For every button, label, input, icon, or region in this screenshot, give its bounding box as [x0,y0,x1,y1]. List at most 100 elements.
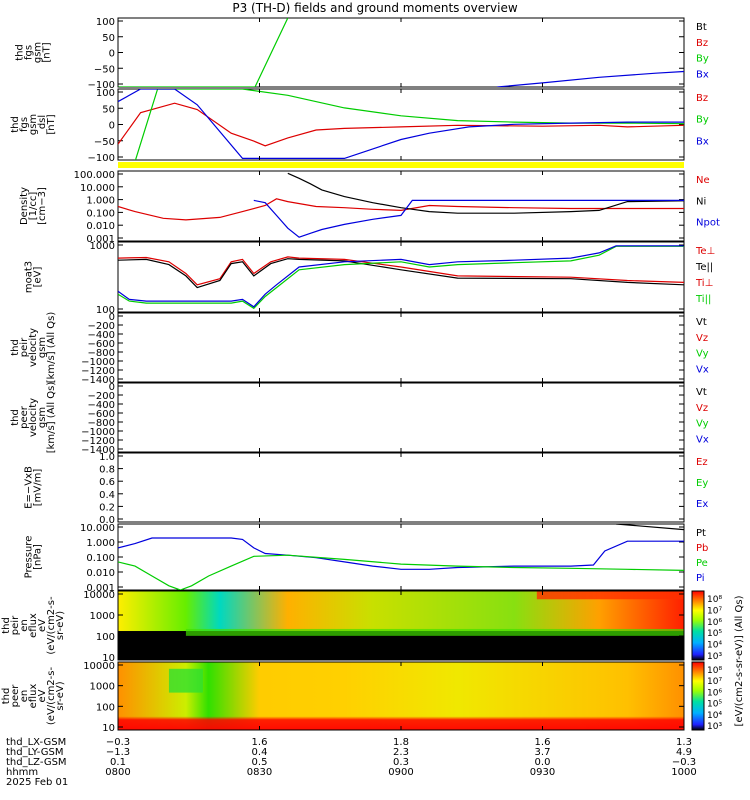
y-tick-label: 50 [102,104,115,115]
x-row-label: hhmm [6,767,38,778]
x-tick-value: −0.3 [672,757,696,768]
y-tick-label: 10 [102,723,115,734]
y-tick-label: −100 [88,153,115,164]
panel-7: 1.0 0.80.6 0.40.2 0.0 E=−VxB[mV/m] Ez Ey Ex [24,452,709,526]
panel-6: 0−200−400−600−800−1000−1200−1400 thdpeerv… [10,382,709,456]
y-tick-label: 100.000 [74,170,115,181]
spectrogram-electron [118,662,684,730]
legend-Npot: Npot [696,218,720,229]
colorbar-tick: 10⁵ [707,700,722,710]
spectrogram-ion [118,591,685,660]
series-Te⊥ [118,256,684,286]
legend-Ti||: Ti|| [695,294,711,305]
colorbar-tick: 10³ [707,722,722,732]
legend-Ni: Ni [696,196,706,207]
series-Ni [287,172,684,214]
panel-10: 10000 1000 100 10 thdpeerenefluxeV(eV/(cm2-s… [1,661,685,734]
y-axis-label: Pressure[nPa] [24,536,44,579]
series-Pi [118,537,684,570]
y-tick-label: −1200 [81,366,115,377]
y-tick-label: 1000 [90,682,115,693]
x-tick-value: 1.8 [393,737,409,748]
panel-frame [117,312,685,383]
legend-Ex: Ex [696,499,708,510]
y-tick-label: 0.2 [99,502,115,513]
legend-Vy: Vy [696,419,709,430]
y-tick-label: 0.010 [86,568,115,579]
y-axis-label: thdfgsgsm_dsl[nT] [10,114,57,135]
panel-frame [117,17,685,88]
panel-5: 0−200−400−600−800−1000−1200−1400 thdpeirv… [10,312,709,386]
series-Bx [497,70,684,87]
y-tick-label: 10000 [83,661,115,672]
y-axis-label: thdpeervelocitygsm[km/s] (All Qs) [10,382,57,454]
x-tick-value: 1.6 [252,737,268,748]
legend-Bx: Bx [696,136,709,147]
panel-8: 10.000 1.000 0.100 0.010 0.001 Pressure[nPa] P… [24,523,709,594]
legend-Vx: Vx [696,434,709,445]
y-tick-label: 10.000 [80,523,115,534]
y-tick-label: 0.010 [86,221,115,232]
x-tick-value: 2.3 [393,747,409,758]
panel-frame [117,452,685,523]
y-tick-label: 0.0 [99,515,115,526]
series-Bz [118,102,684,147]
y-tick-label: 100 [96,88,115,99]
x-tick-value: 0.5 [252,757,268,768]
legend-Ez: Ez [696,457,708,468]
colorbar-tick: 10⁵ [707,629,722,639]
y-tick-label: −400 [88,400,115,411]
legend-Ti⊥: Ti⊥ [695,278,713,289]
colorbar-tick: 10³ [707,652,722,662]
y-tick-label: 100 [96,702,115,713]
panel-3: 100.000 10.000 1.0000.100 0.010 0.001 Density… [19,170,720,245]
y-tick-label: 0 [109,49,115,60]
x-tick-value: 0.3 [393,757,409,768]
y-axis-label: E=−VxB[mV/m] [24,466,44,509]
series-Te|| [118,258,684,289]
y-tick-label: −50 [94,137,115,148]
y-tick-label: −800 [88,418,115,429]
y-tick-label: −400 [88,330,115,341]
legend-Te||: Te|| [695,262,713,273]
y-tick-label: −600 [88,339,115,350]
y-tick-label: 0 [109,382,115,393]
colorbar-label: [eV/(cm2-s-sr-eV)] (All Qs) [734,595,745,726]
panel-frame [117,382,685,453]
legend-Te⊥: Te⊥ [695,246,715,257]
x-tick-value: 0900 [388,767,413,778]
legend-Pi: Pi [696,573,705,584]
series-Ti⊥ [118,245,684,308]
y-tick-label: 0.100 [86,553,115,564]
y-tick-label: 0.8 [99,465,115,476]
y-tick-label: 0 [109,121,115,132]
x-tick-value: −0.3 [106,737,130,748]
y-tick-label: 0.4 [99,490,115,501]
panel-1: 100 50 0 −50 −100 thdfgsgsm[nT] Bt Bz By Bx [15,17,709,91]
y-tick-label: −1200 [81,436,115,447]
x-row-label: thd_LZ-GSM [6,757,67,768]
series-Pe [118,554,684,590]
y-tick-label: 1000 [90,611,115,622]
series-Pt [616,524,684,531]
y-tick-label: −100 [88,80,115,91]
legend-Vz: Vz [696,333,708,344]
legend-Bz: Bz [696,93,708,104]
x-row-label: thd_LY-GSM [6,747,63,758]
y-tick-label: 1.000 [86,538,115,549]
legend-Vz: Vz [696,403,708,414]
y-tick-label: −50 [94,64,115,75]
x-tick-value: 0930 [530,767,555,778]
x-tick-value: 0.1 [110,757,126,768]
colorbar-tick: 10⁸ [707,595,722,605]
legend-Bz: Bz [696,38,708,49]
series-By [118,18,289,87]
legend-By: By [696,115,709,126]
y-tick-label: 0.100 [86,208,115,219]
legend-Ne: Ne [696,175,710,186]
y-tick-label: −200 [88,391,115,402]
series-Ti|| [118,245,684,310]
y-tick-label: 1000 [90,241,115,252]
